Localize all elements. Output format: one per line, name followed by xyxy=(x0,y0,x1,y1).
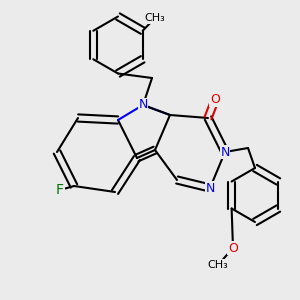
Text: CH₃: CH₃ xyxy=(208,260,228,270)
Text: O: O xyxy=(228,242,238,254)
Text: O: O xyxy=(210,94,220,106)
Text: N: N xyxy=(138,98,148,112)
Text: N: N xyxy=(220,146,230,158)
Text: N: N xyxy=(205,182,215,194)
Text: CH₃: CH₃ xyxy=(145,13,165,23)
Text: F: F xyxy=(56,183,64,197)
